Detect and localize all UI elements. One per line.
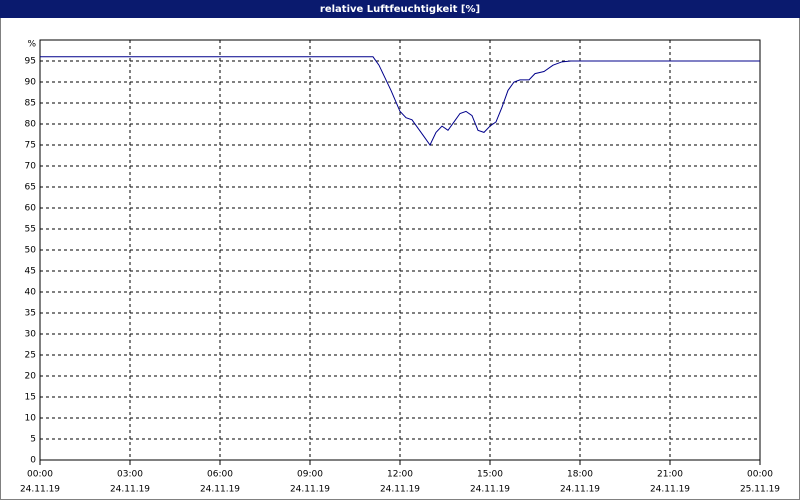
x-tick-label: 00:00 xyxy=(747,470,773,480)
chart-title: relative Luftfeuchtigkeit [%] xyxy=(320,4,480,15)
y-tick-label: 90 xyxy=(25,78,37,88)
data-line xyxy=(40,56,760,146)
x-tick-label: 06:00 xyxy=(207,470,233,480)
y-tick-label: 25 xyxy=(25,351,36,361)
x-tick-label: 18:00 xyxy=(567,470,593,480)
y-tick-label: 70 xyxy=(25,162,37,172)
y-tick-label: 55 xyxy=(25,225,36,235)
plot-frame xyxy=(39,39,761,461)
x-tick-date: 24.11.19 xyxy=(380,485,420,495)
y-tick-label: 20 xyxy=(25,372,37,382)
x-tick-label: 03:00 xyxy=(117,470,143,480)
x-tick-date: 24.11.19 xyxy=(290,485,330,495)
x-tick-date: 24.11.19 xyxy=(470,485,510,495)
x-tick-label: 09:00 xyxy=(297,470,323,480)
x-tick-date: 25.11.19 xyxy=(740,485,780,495)
x-tick-date: 24.11.19 xyxy=(200,485,240,495)
y-tick-label: 80 xyxy=(25,120,37,130)
y-tick-label: 15 xyxy=(25,393,36,403)
y-tick-label: 5 xyxy=(30,435,36,445)
y-tick-label: 75 xyxy=(25,141,36,151)
x-tick-date: 24.11.19 xyxy=(20,485,60,495)
title-bar xyxy=(0,0,800,18)
y-tick-label: 65 xyxy=(25,183,36,193)
x-tick-date: 24.11.19 xyxy=(650,485,690,495)
x-tick-label: 15:00 xyxy=(477,470,503,480)
y-tick-label: 45 xyxy=(25,267,36,277)
y-axis-label: % xyxy=(27,40,36,50)
x-tick-label: 21:00 xyxy=(657,470,683,480)
y-tick-label: 60 xyxy=(25,204,37,214)
y-tick-label: 0 xyxy=(30,456,36,466)
y-tick-label: 30 xyxy=(25,330,37,340)
x-tick-label: 00:00 xyxy=(27,470,53,480)
y-tick-label: 40 xyxy=(25,288,37,298)
y-tick-label: 95 xyxy=(25,57,36,67)
y-tick-label: 50 xyxy=(25,246,37,256)
y-tick-label: 10 xyxy=(25,414,37,424)
x-tick-label: 12:00 xyxy=(387,470,413,480)
y-tick-label: 35 xyxy=(25,309,36,319)
y-tick-label: 85 xyxy=(25,99,36,109)
x-tick-date: 24.11.19 xyxy=(110,485,150,495)
x-tick-date: 24.11.19 xyxy=(560,485,600,495)
